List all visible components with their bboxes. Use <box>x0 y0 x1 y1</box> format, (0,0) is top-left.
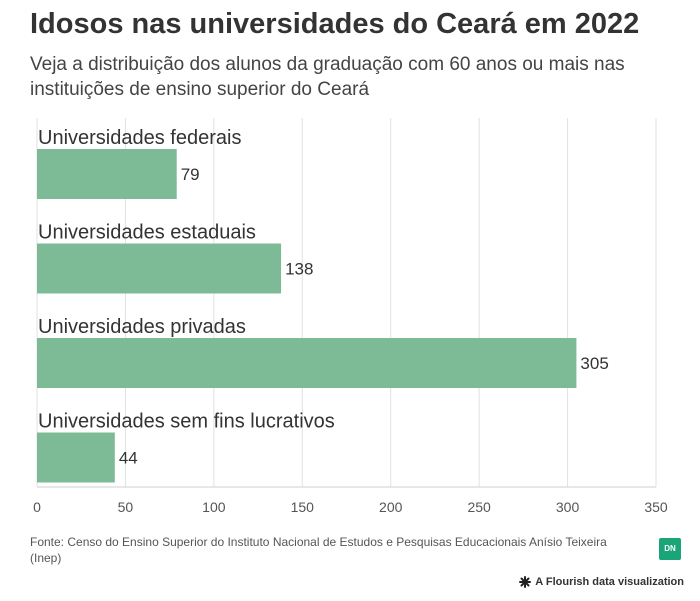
data-label: 138 <box>285 260 313 279</box>
category-label: Universidades estaduais <box>38 222 256 244</box>
x-tick-label: 300 <box>556 499 580 515</box>
x-tick-label: 250 <box>467 499 491 515</box>
bar[interactable] <box>37 432 115 483</box>
x-tick-label: 350 <box>644 499 668 515</box>
chart-title: Idosos nas universidades do Ceará em 202… <box>30 8 640 40</box>
bar[interactable] <box>37 243 282 294</box>
data-label: 44 <box>119 449 138 468</box>
source-note: Fonte: Censo do Ensino Superior do Insti… <box>30 535 607 565</box>
bar[interactable] <box>37 338 577 388</box>
data-label: 305 <box>580 354 608 373</box>
flourish-credit[interactable]: A Flourish data visualization <box>519 576 684 588</box>
x-tick-label: 150 <box>291 499 315 515</box>
data-label: 79 <box>181 165 200 184</box>
bar[interactable] <box>37 149 177 199</box>
category-label: Universidades federais <box>38 127 241 149</box>
category-label: Universidades privadas <box>38 316 246 338</box>
flourish-credit-label: A Flourish data visualization <box>535 576 684 588</box>
bar-chart: Universidades federais 79 Universidades es… <box>33 118 668 515</box>
category-label: Universidades sem fins lucrativos <box>38 411 335 433</box>
bars: Universidades federais 79 Universidades es… <box>37 127 609 483</box>
x-tick-label: 50 <box>118 499 134 515</box>
x-tick-label: 200 <box>379 499 403 515</box>
x-tick-label: 100 <box>202 499 226 515</box>
grid-lines <box>36 118 657 487</box>
flourish-star-icon <box>519 576 532 588</box>
x-axis: 0 50 100 150 200 250 300 350 <box>33 486 668 515</box>
x-tick-label: 0 <box>33 499 41 515</box>
publisher-logo: DN <box>659 538 681 560</box>
chart-subtitle: Veja a distribuição dos alunos da gradua… <box>30 54 625 100</box>
